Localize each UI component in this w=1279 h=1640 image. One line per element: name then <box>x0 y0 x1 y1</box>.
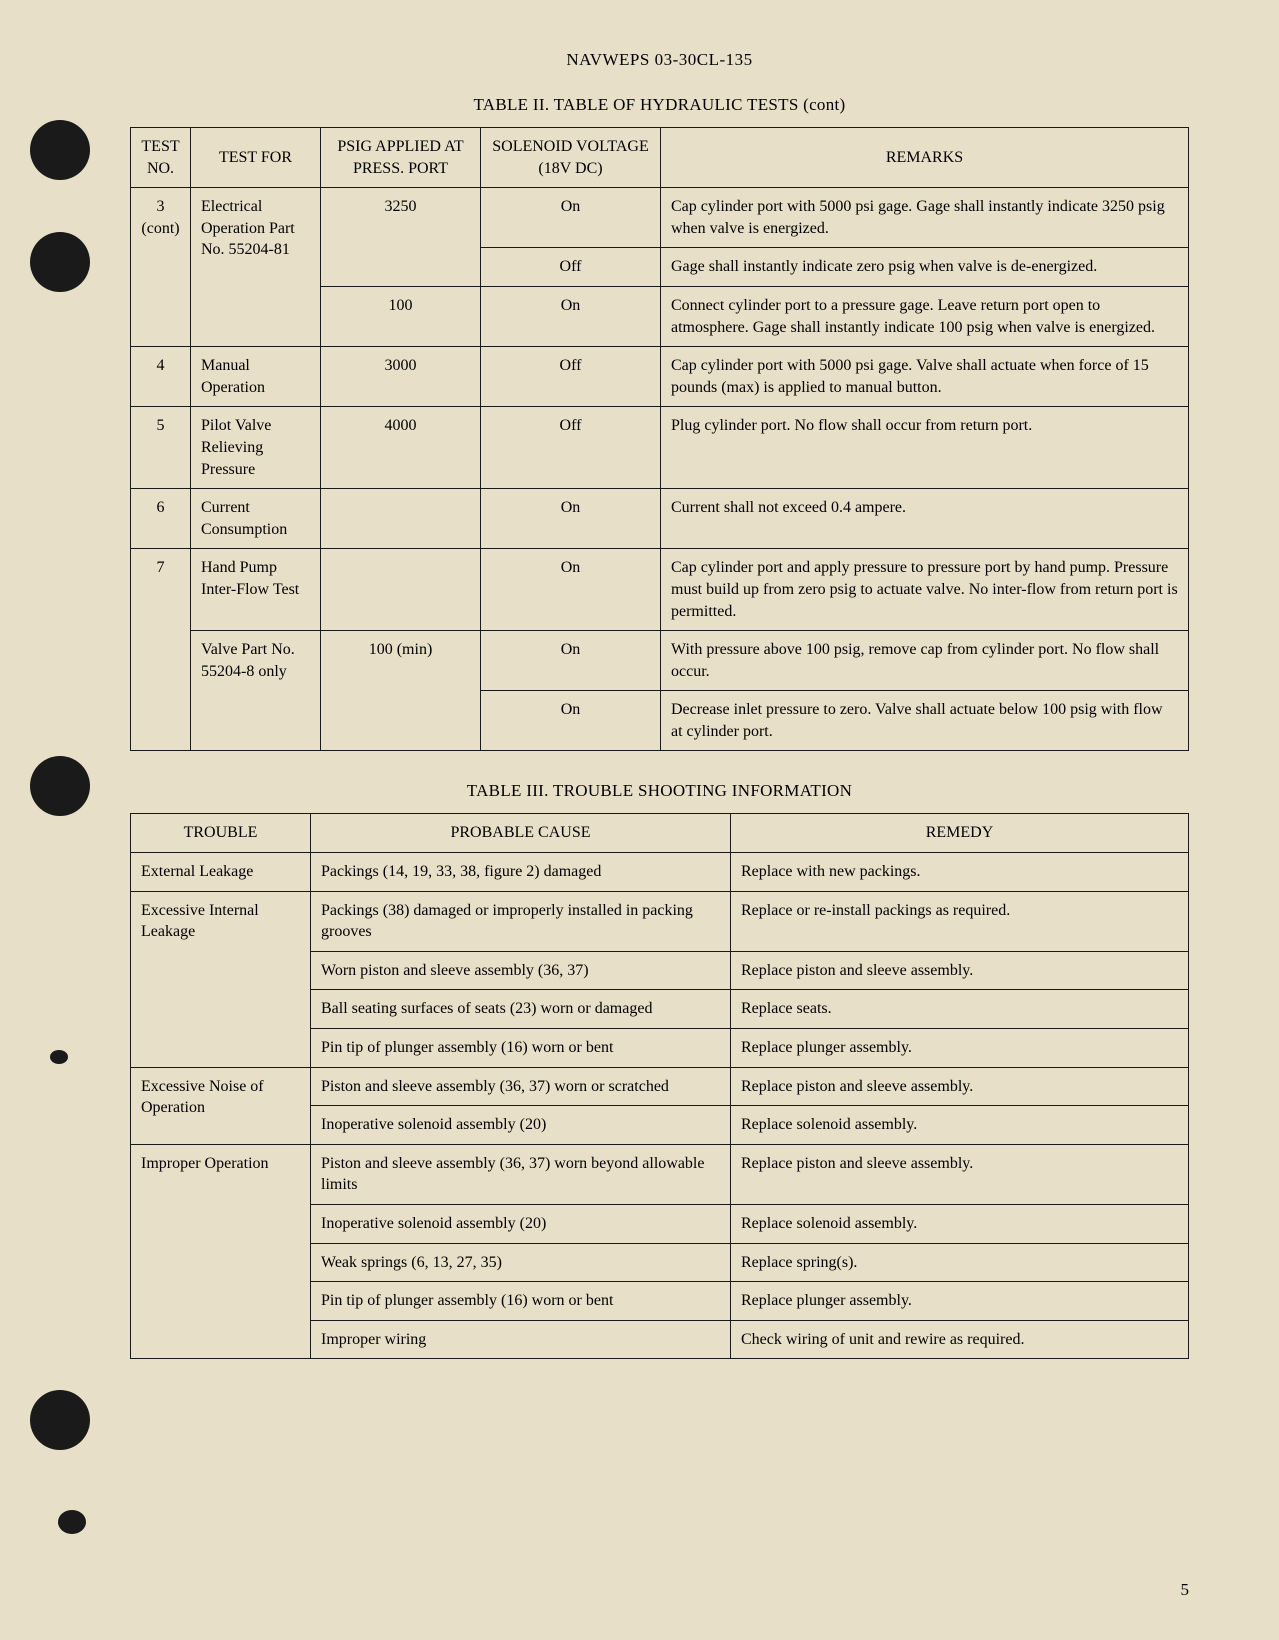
table-header-row: TROUBLE PROBABLE CAUSE REMEDY <box>131 814 1189 853</box>
cell-remarks: Cap cylinder port and apply pressure to … <box>661 549 1189 631</box>
page-number: 5 <box>1181 1580 1190 1600</box>
cell-cause: Pin tip of plunger assembly (16) worn or… <box>311 1282 731 1321</box>
cell-remedy: Replace piston and sleeve assembly. <box>731 951 1189 990</box>
header-testno: TEST NO. <box>131 128 191 188</box>
cell-psig: 3000 <box>321 347 481 407</box>
cell-remarks: Cap cylinder port with 5000 psi gage. Va… <box>661 347 1189 407</box>
cell-psig: 100 (min) <box>321 631 481 751</box>
table-row: 4 Manual Operation 3000 Off Cap cylinder… <box>131 347 1189 407</box>
cell-remedy: Replace plunger assembly. <box>731 1282 1189 1321</box>
cell-remarks: Gage shall instantly indicate zero psig … <box>661 248 1189 287</box>
cell-trouble: Improper Operation <box>131 1144 311 1359</box>
cell-trouble: Excessive Internal Leakage <box>131 891 311 1067</box>
cell-remarks: With pressure above 100 psig, remove cap… <box>661 631 1189 691</box>
cell-remedy: Replace with new packings. <box>731 853 1189 892</box>
cell-remedy: Replace piston and sleeve assembly. <box>731 1144 1189 1204</box>
header-trouble: TROUBLE <box>131 814 311 853</box>
header-cause: PROBABLE CAUSE <box>311 814 731 853</box>
cell-remarks: Plug cylinder port. No flow shall occur … <box>661 407 1189 489</box>
cell-testno: 4 <box>131 347 191 407</box>
cell-remarks: Decrease inlet pressure to zero. Valve s… <box>661 691 1189 751</box>
table-header-row: TEST NO. TEST FOR PSIG APPLIED AT PRESS.… <box>131 128 1189 188</box>
cell-psig <box>321 489 481 549</box>
cell-psig: 100 <box>321 286 481 346</box>
cell-voltage: On <box>481 631 661 691</box>
cell-cause: Ball seating surfaces of seats (23) worn… <box>311 990 731 1029</box>
cell-remarks: Current shall not exceed 0.4 ampere. <box>661 489 1189 549</box>
cell-psig <box>321 549 481 631</box>
table-row: 5 Pilot Valve Relieving Pressure 4000 Of… <box>131 407 1189 489</box>
header-voltage: SOLENOID VOLTAGE (18V DC) <box>481 128 661 188</box>
cell-remedy: Replace piston and sleeve assembly. <box>731 1067 1189 1106</box>
table-row: External Leakage Packings (14, 19, 33, 3… <box>131 853 1189 892</box>
cell-psig: 3250 <box>321 188 481 287</box>
cell-cause: Packings (14, 19, 33, 38, figure 2) dama… <box>311 853 731 892</box>
table-row: Valve Part No. 55204-8 only 100 (min) On… <box>131 631 1189 691</box>
cell-testno: 6 <box>131 489 191 549</box>
table-row: Improper Operation Piston and sleeve ass… <box>131 1144 1189 1204</box>
cell-psig: 4000 <box>321 407 481 489</box>
cell-remarks: Cap cylinder port with 5000 psi gage. Ga… <box>661 188 1189 248</box>
cell-cause: Piston and sleeve assembly (36, 37) worn… <box>311 1067 731 1106</box>
header-psig: PSIG APPLIED AT PRESS. PORT <box>321 128 481 188</box>
cell-remedy: Replace or re-install packings as requir… <box>731 891 1189 951</box>
table-row: Excessive Noise of Operation Piston and … <box>131 1067 1189 1106</box>
cell-cause: Inoperative solenoid assembly (20) <box>311 1205 731 1244</box>
cell-voltage: Off <box>481 347 661 407</box>
cell-testfor: Hand Pump Inter-Flow Test <box>191 549 321 631</box>
header-testfor: TEST FOR <box>191 128 321 188</box>
cell-cause: Packings (38) damaged or improperly inst… <box>311 891 731 951</box>
cell-testfor: Current Consumption <box>191 489 321 549</box>
header-remarks: REMARKS <box>661 128 1189 188</box>
table-row: 3 (cont) Electrical Operation Part No. 5… <box>131 188 1189 248</box>
cell-testfor: Valve Part No. 55204-8 only <box>191 631 321 751</box>
table-row: Excessive Internal Leakage Packings (38)… <box>131 891 1189 951</box>
cell-remarks: Connect cylinder port to a pressure gage… <box>661 286 1189 346</box>
cell-cause: Worn piston and sleeve assembly (36, 37) <box>311 951 731 990</box>
table3-title: TABLE III. TROUBLE SHOOTING INFORMATION <box>130 781 1189 801</box>
cell-remedy: Replace spring(s). <box>731 1243 1189 1282</box>
cell-testno: 5 <box>131 407 191 489</box>
cell-cause: Improper wiring <box>311 1320 731 1359</box>
cell-voltage: On <box>481 549 661 631</box>
cell-testno: 3 (cont) <box>131 188 191 347</box>
cell-testfor: Electrical Operation Part No. 55204-81 <box>191 188 321 347</box>
cell-remedy: Replace solenoid assembly. <box>731 1205 1189 1244</box>
cell-trouble: Excessive Noise of Operation <box>131 1067 311 1144</box>
cell-cause: Piston and sleeve assembly (36, 37) worn… <box>311 1144 731 1204</box>
cell-cause: Inoperative solenoid assembly (20) <box>311 1106 731 1145</box>
document-header: NAVWEPS 03-30CL-135 <box>130 50 1189 70</box>
cell-voltage: On <box>481 286 661 346</box>
table-row: 6 Current Consumption On Current shall n… <box>131 489 1189 549</box>
cell-testfor: Manual Operation <box>191 347 321 407</box>
cell-remedy: Replace seats. <box>731 990 1189 1029</box>
table2-title: TABLE II. TABLE OF HYDRAULIC TESTS (cont… <box>130 95 1189 115</box>
cell-cause: Weak springs (6, 13, 27, 35) <box>311 1243 731 1282</box>
table-row: 7 Hand Pump Inter-Flow Test On Cap cylin… <box>131 549 1189 631</box>
cell-voltage: Off <box>481 407 661 489</box>
cell-remedy: Check wiring of unit and rewire as requi… <box>731 1320 1189 1359</box>
cell-trouble: External Leakage <box>131 853 311 892</box>
hydraulic-tests-table: TEST NO. TEST FOR PSIG APPLIED AT PRESS.… <box>130 127 1189 751</box>
cell-remedy: Replace plunger assembly. <box>731 1029 1189 1068</box>
troubleshooting-table: TROUBLE PROBABLE CAUSE REMEDY External L… <box>130 813 1189 1359</box>
cell-cause: Pin tip of plunger assembly (16) worn or… <box>311 1029 731 1068</box>
header-remedy: REMEDY <box>731 814 1189 853</box>
cell-voltage: On <box>481 188 661 248</box>
cell-remedy: Replace solenoid assembly. <box>731 1106 1189 1145</box>
cell-testfor: Pilot Valve Relieving Pressure <box>191 407 321 489</box>
cell-voltage: On <box>481 691 661 751</box>
cell-voltage: On <box>481 489 661 549</box>
cell-voltage: Off <box>481 248 661 287</box>
cell-testno: 7 <box>131 549 191 751</box>
